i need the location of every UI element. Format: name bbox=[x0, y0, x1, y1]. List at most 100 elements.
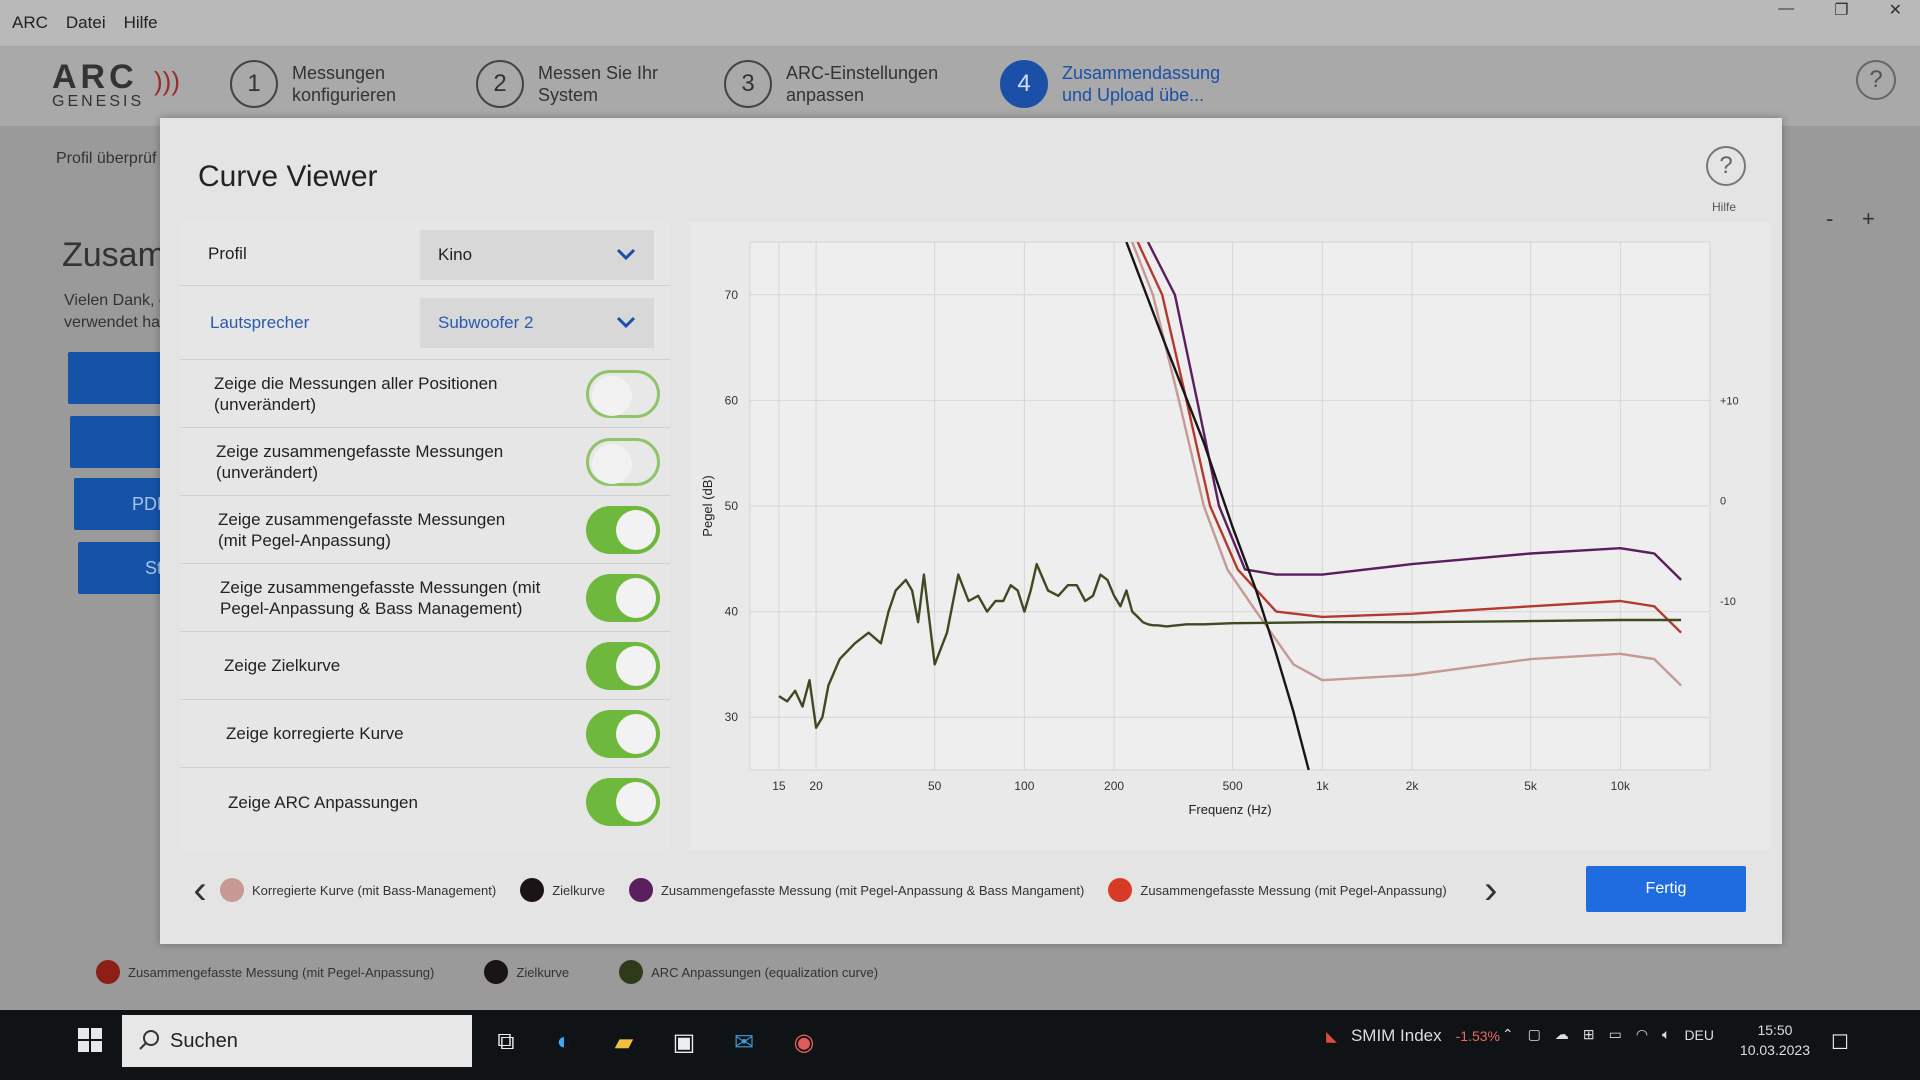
windows-start-icon[interactable] bbox=[78, 1028, 102, 1052]
toggle-knob bbox=[616, 646, 656, 686]
logo-genesis-text: GENESIS bbox=[52, 93, 145, 110]
legend-swatch bbox=[220, 878, 244, 902]
task-view-icon[interactable]: ⧉ bbox=[497, 1028, 515, 1055]
sound-waves-icon: ))) bbox=[154, 66, 180, 96]
network-icon[interactable]: ⊞ bbox=[1582, 1026, 1595, 1042]
y-tick-label: 30 bbox=[725, 710, 739, 724]
profile-row: Profil Kino bbox=[180, 222, 670, 286]
wizard-step-2[interactable]: 2 Messen Sie Ihr System bbox=[476, 60, 708, 108]
legend-label: Zusammengefasste Messung (mit Pegel-Anpa… bbox=[660, 882, 1085, 898]
menu-bar: ARC Datei Hilfe bbox=[0, 0, 1920, 46]
legend-item: Zusammengefasste Messung (mit Pegel-Anpa… bbox=[96, 960, 434, 984]
speaker-select[interactable]: Subwoofer 2 bbox=[420, 298, 654, 348]
toggle-label: Zeige zusammengefasste Messungen (mit Pe… bbox=[218, 509, 506, 550]
wizard-step-3[interactable]: 3 ARC-Einstellungen anpassen bbox=[724, 60, 956, 108]
help-label: Hilfe bbox=[1711, 200, 1736, 214]
language-indicator[interactable]: DEU bbox=[1684, 1026, 1714, 1043]
y2-tick-label: 0 bbox=[1720, 496, 1726, 508]
help-icon[interactable]: ? bbox=[1856, 60, 1896, 100]
y-tick-label: 50 bbox=[725, 499, 739, 513]
bg-button-2[interactable] bbox=[70, 416, 170, 468]
menu-arc[interactable]: ARC bbox=[12, 13, 48, 32]
menu-hilfe[interactable]: Hilfe bbox=[123, 13, 158, 32]
notification-icon[interactable]: ☐ bbox=[1831, 1031, 1849, 1054]
close-icon[interactable]: ✕ bbox=[1888, 2, 1902, 19]
store-icon[interactable]: ▣ bbox=[672, 1028, 696, 1056]
y-tick-label: 40 bbox=[725, 605, 739, 619]
toggle-corrected-curve[interactable] bbox=[586, 710, 660, 758]
cloud-icon[interactable]: ☁ bbox=[1554, 1026, 1569, 1042]
y2-tick-label: +10 bbox=[1720, 395, 1739, 407]
series-line-1 bbox=[1136, 242, 1682, 634]
chevron-down-icon bbox=[616, 316, 636, 329]
toggle-all-positions[interactable] bbox=[586, 370, 660, 418]
help-icon[interactable]: ? bbox=[1706, 146, 1746, 186]
edge-browser-icon[interactable]: ◐ bbox=[556, 1028, 572, 1055]
x-tick-label: 500 bbox=[1223, 779, 1243, 793]
zoom-in-button[interactable]: + bbox=[1862, 206, 1875, 231]
toggle-knob bbox=[616, 510, 656, 550]
volume-icon[interactable]: 🔈︎ bbox=[1662, 1026, 1671, 1042]
legend-swatch bbox=[96, 960, 120, 984]
logo-arc-text: ARC bbox=[52, 58, 138, 96]
wizard-step-4[interactable]: 4 Zusammendassung und Upload übe... bbox=[1000, 60, 1232, 108]
x-tick-label: 1k bbox=[1316, 779, 1330, 793]
stock-widget[interactable]: ◣ SMIM Index -1.53% bbox=[1326, 1026, 1500, 1046]
search-placeholder: Suchen bbox=[170, 1029, 238, 1052]
chevron-left-icon[interactable]: ‹ bbox=[193, 867, 207, 912]
arc-genesis-logo: ARC GENESIS ))) bbox=[52, 58, 180, 110]
toggle-arc-adjustments[interactable] bbox=[586, 778, 660, 826]
legend-item: Korregierte Kurve (mit Bass-Management) bbox=[220, 878, 496, 902]
minimize-icon[interactable]: — bbox=[1778, 0, 1795, 17]
wizard-header: ARC GENESIS ))) 1 Messungen konfiguriere… bbox=[0, 46, 1920, 126]
legend-swatch bbox=[628, 878, 653, 902]
step-label: Zusammendassung und Upload übe... bbox=[1062, 63, 1221, 105]
menu-datei[interactable]: Datei bbox=[65, 13, 106, 32]
legend-label: Zusammengefasste Messung (mit Pegel-Anpa… bbox=[1140, 882, 1447, 898]
toggle-knob bbox=[592, 444, 632, 484]
toggle-row: Zeige Zielkurve bbox=[180, 632, 670, 700]
legend-label: Zielkurve bbox=[516, 964, 570, 980]
chevron-up-icon[interactable]: ⌃ bbox=[1501, 1026, 1514, 1042]
mail-icon[interactable]: ✉ bbox=[733, 1028, 755, 1056]
clock[interactable]: 15:50 10.03.2023 bbox=[1740, 1020, 1810, 1060]
pdf-button[interactable]: PDF bbox=[74, 478, 174, 530]
zoom-out-button[interactable]: - bbox=[1826, 206, 1834, 231]
taskbar-search[interactable]: Suchen bbox=[122, 1015, 472, 1067]
toggle-summary-level[interactable] bbox=[586, 506, 660, 554]
y-tick-label: 60 bbox=[725, 393, 739, 407]
frequency-response-chart: 15 20 50 100 200 500 1k 2k 5k 10k 30 40 50 60 70 +10 0 -1… bbox=[700, 241, 1739, 817]
file-explorer-icon[interactable]: ▰ bbox=[614, 1028, 634, 1056]
toggle-summary-unchanged[interactable] bbox=[586, 438, 660, 486]
summary-heading: Zusam bbox=[62, 236, 166, 274]
battery-icon[interactable]: ▭ bbox=[1608, 1026, 1622, 1042]
step-number: 3 bbox=[724, 60, 772, 108]
toggle-target-curve[interactable] bbox=[586, 642, 660, 690]
series-line-0 bbox=[1146, 242, 1682, 581]
chevron-right-icon[interactable]: › bbox=[1484, 867, 1498, 912]
done-button[interactable]: Fertig bbox=[1586, 866, 1746, 912]
toggle-summary-bass[interactable] bbox=[586, 574, 660, 622]
thanks-text-1: Vielen Dank, c bbox=[64, 292, 167, 309]
system-tray: ⌃ ▢ ☁ ⊞ ▭ ◠ 🔈︎ DEU bbox=[1502, 1026, 1714, 1043]
wifi-icon[interactable]: ◠ bbox=[1635, 1026, 1649, 1042]
arc-app-icon[interactable]: ◉ bbox=[793, 1028, 815, 1056]
x-tick-label: 200 bbox=[1104, 779, 1124, 793]
bg-button-1[interactable] bbox=[68, 352, 168, 404]
legend-swatch bbox=[520, 878, 545, 902]
background-legend: Zusammengefasste Messung (mit Pegel-Anpa… bbox=[96, 960, 902, 984]
stock-name: SMIM Index bbox=[1350, 1026, 1442, 1045]
curve-viewer-dialog: Curve Viewer ? Hilfe Profil Kino Lautspr… bbox=[160, 118, 1782, 944]
y2-tick-label: -10 bbox=[1720, 596, 1736, 608]
chart-panel: 15 20 50 100 200 500 1k 2k 5k 10k 30 40 50 60 70 +10 0 -1… bbox=[690, 222, 1770, 850]
profile-select[interactable]: Kino bbox=[420, 230, 654, 280]
x-axis-label: Frequenz (Hz) bbox=[1188, 802, 1271, 817]
step-label: ARC-Einstellungen anpassen bbox=[786, 63, 939, 105]
restore-icon[interactable]: ❐ bbox=[1834, 2, 1849, 19]
window-controls: — ❐ ✕ bbox=[1778, 0, 1902, 24]
step-label: Messen Sie Ihr System bbox=[538, 63, 659, 105]
meet-icon[interactable]: ▢ bbox=[1527, 1026, 1541, 1042]
toggle-label: Zeige Zielkurve bbox=[224, 656, 341, 675]
series-line-3 bbox=[1125, 242, 1310, 770]
wizard-step-1[interactable]: 1 Messungen konfigurieren bbox=[230, 60, 462, 108]
